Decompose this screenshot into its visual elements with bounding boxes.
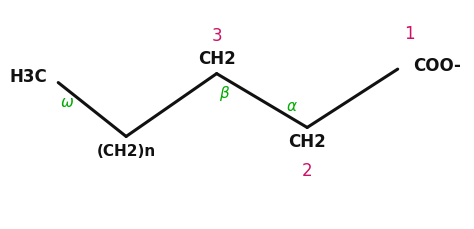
Text: α: α — [287, 99, 297, 114]
Text: H3C: H3C — [9, 68, 47, 85]
Text: β: β — [219, 85, 228, 100]
Text: COO-: COO- — [413, 56, 461, 74]
Text: 3: 3 — [211, 27, 222, 45]
Text: (CH2)n: (CH2)n — [97, 144, 156, 158]
Text: CH2: CH2 — [198, 50, 236, 68]
Text: 2: 2 — [302, 161, 312, 179]
Text: ω: ω — [61, 94, 73, 109]
Text: CH2: CH2 — [288, 132, 326, 150]
Text: 1: 1 — [404, 25, 414, 43]
